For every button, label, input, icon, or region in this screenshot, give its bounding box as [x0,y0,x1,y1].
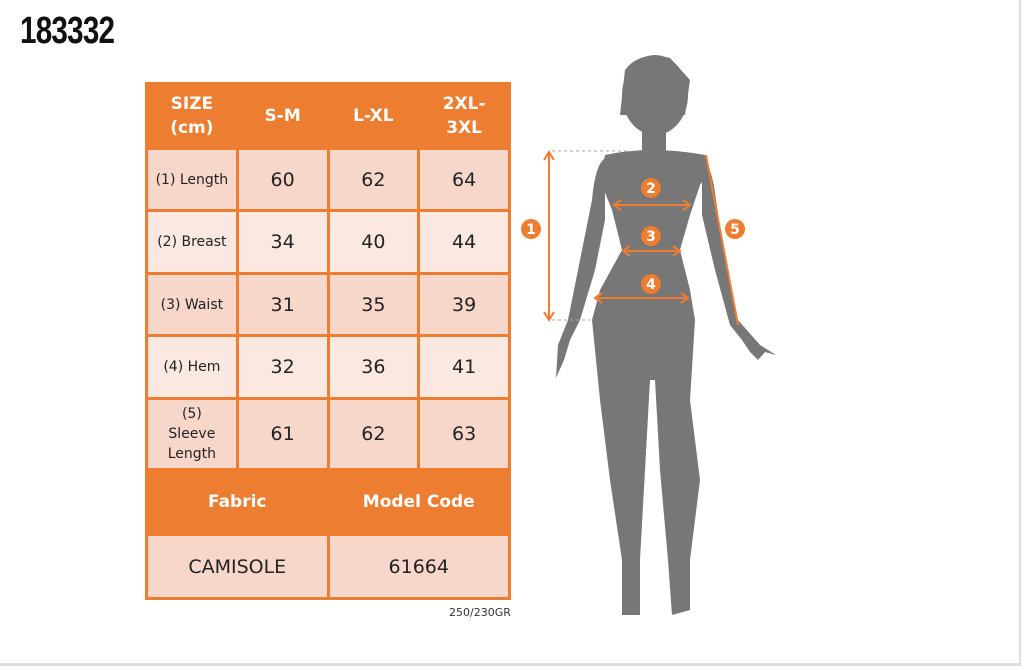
cell: 61 [235,397,330,471]
header-fabric: Fabric [145,468,330,536]
row-label: (1) Length [145,147,239,212]
header-size: SIZE (cm) [145,82,239,150]
cell: 64 [417,147,511,212]
size-chart-table: SIZE (cm) S-M L-XL 2XL- 3XL (1) Length 6… [145,82,511,600]
sleeve-arrow [705,154,739,326]
marker-5 [725,219,745,239]
marker-3-label: 3 [646,229,656,245]
cell: 60 [235,147,330,212]
marker-2-label: 2 [646,181,656,197]
fabric-value: CAMISOLE [145,533,330,600]
header-model-code: Model Code [326,468,511,536]
cell: 44 [417,209,511,275]
measurement-markers [521,178,745,294]
cell: 62 [326,397,421,471]
cell: 35 [326,272,421,337]
cell: 32 [235,334,330,400]
marker-1 [521,219,541,239]
cell: 34 [235,209,330,275]
weight-label: 250/230GR [449,606,511,619]
hair-shape [620,55,690,115]
header-l-xl: L-XL [326,82,421,150]
table-row: (4) Hem 32 36 41 [145,334,511,400]
torso-legs-shape [592,150,708,615]
marker-5-label: 5 [730,222,740,238]
row-label: (4) Hem [145,334,239,400]
model-code-value: 61664 [326,533,511,600]
row-label: (3) Waist [145,272,239,337]
marker-1-label: 1 [526,222,536,238]
product-code: 183332 [20,10,115,52]
row-label: (5) Sleeve Length [145,397,239,471]
cell: 36 [326,334,421,400]
table-row: (2) Breast 34 40 44 [145,209,511,275]
cell: 41 [417,334,511,400]
row-label: (2) Breast [145,209,239,275]
marker-4-label: 4 [646,277,656,293]
cell: 39 [417,272,511,337]
cell: 31 [235,272,330,337]
marker-3 [641,226,661,246]
cell: 62 [326,147,421,212]
header-s-m: S-M [235,82,330,150]
marker-2 [641,178,661,198]
table-row: (3) Waist 31 35 39 [145,272,511,337]
cell: 40 [326,209,421,275]
header-2xl-3xl: 2XL- 3XL [417,82,511,150]
marker-4 [641,274,661,294]
cell: 63 [417,397,511,471]
left-arm-shape [556,158,605,378]
table-row: (1) Length 60 62 64 [145,147,511,212]
table-row: (5) Sleeve Length 61 62 63 [145,397,511,471]
neck-shape [642,125,666,153]
